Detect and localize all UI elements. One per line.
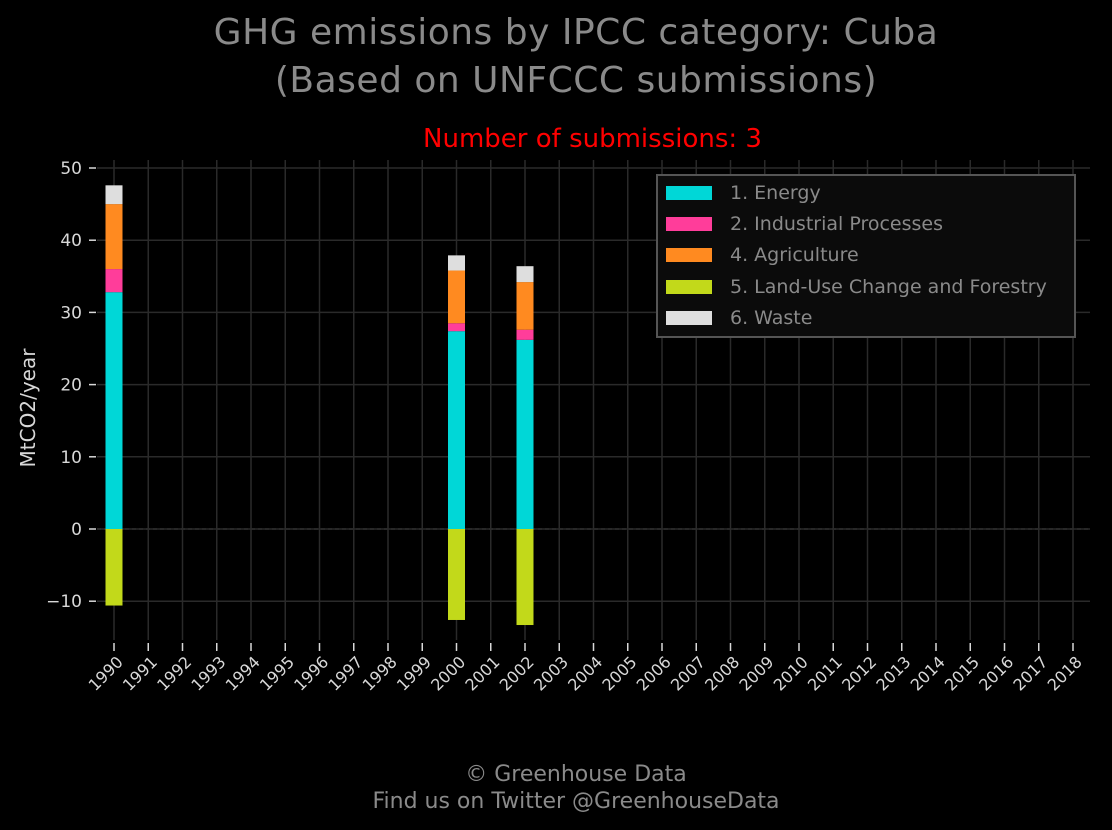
legend-swatch-industrial-processes [666, 217, 712, 231]
y-tick-label: 40 [60, 231, 82, 251]
x-tick-label: 1994 [222, 652, 264, 694]
x-tick-label: 1996 [290, 652, 332, 694]
legend-item-agriculture: 4. Agriculture [666, 242, 859, 268]
bar-segment [105, 269, 123, 293]
legend-swatch-agriculture [666, 248, 712, 262]
bar-segment [516, 529, 534, 626]
x-tick-label: 2005 [598, 652, 640, 694]
legend-label-industrial-processes: 2. Industrial Processes [730, 213, 943, 235]
chart-subtitle: Number of submissions: 3 [423, 124, 762, 154]
x-tick-label: 1990 [85, 652, 127, 694]
x-tick-label: 2011 [804, 652, 846, 694]
chart-title-line-2: (Based on UNFCCC submissions) [274, 60, 878, 101]
x-tick-label: 2001 [461, 652, 503, 694]
y-tick-label: −10 [46, 592, 82, 612]
x-tick-label: 2012 [838, 652, 880, 694]
x-tick-label: 2004 [564, 652, 606, 694]
bar-segment [516, 266, 534, 283]
x-tick-label: 2000 [427, 652, 469, 694]
x-tick-label: 1992 [153, 652, 195, 694]
legend-item-waste: 6. Waste [666, 305, 812, 331]
x-tick-label: 2014 [907, 652, 949, 694]
legend-label-energy: 1. Energy [730, 182, 821, 204]
legend-swatch-waste [666, 311, 712, 325]
bar-segment [516, 339, 534, 529]
x-tick-label: 2013 [872, 652, 914, 694]
legend-swatch-land-use-change [666, 280, 712, 294]
footer-copyright: © Greenhouse Data [465, 762, 687, 787]
x-tick-label: 2017 [1009, 652, 1051, 694]
y-axis-label: MtCO2/year [16, 348, 40, 468]
bar-segment [105, 529, 123, 606]
legend-item-land-use-change: 5. Land-Use Change and Forestry [666, 274, 1047, 300]
x-tick-label: 1999 [393, 652, 435, 694]
x-tick-label: 2015 [941, 652, 983, 694]
y-tick-label: 20 [60, 376, 82, 396]
bar-segment [448, 331, 465, 529]
footer-twitter: Find us on Twitter @GreenhouseData [372, 789, 780, 814]
bar-segment [448, 270, 465, 324]
x-tick-label: 2008 [701, 652, 743, 694]
x-tick-label: 1998 [359, 652, 401, 694]
legend-label-waste: 6. Waste [730, 307, 813, 329]
bar-segment [105, 204, 123, 270]
x-tick-label: 2010 [770, 652, 812, 694]
y-tick-label: 30 [60, 303, 82, 323]
x-tick-label: 2018 [1044, 652, 1086, 694]
bar-segment [516, 282, 534, 330]
bar-segment [448, 529, 465, 620]
y-tick-label: 10 [60, 448, 82, 468]
bar-segment [105, 185, 123, 205]
legend-item-energy: 1. Energy [666, 180, 821, 206]
x-tick-label: 1995 [256, 652, 298, 694]
x-tick-label: 2016 [975, 652, 1017, 694]
legend-label-land-use-change: 5. Land-Use Change and Forestry [730, 276, 1047, 298]
x-tick-label: 2006 [633, 652, 675, 694]
legend-swatch-energy [666, 186, 712, 200]
x-tick-label: 1993 [187, 652, 229, 694]
x-tick-label: 2009 [735, 652, 777, 694]
bar-segment [105, 292, 123, 529]
x-tick-label: 2007 [667, 652, 709, 694]
y-tick-label: 0 [71, 520, 82, 540]
x-tick-label: 2003 [530, 652, 572, 694]
bar-segment [448, 323, 465, 332]
x-tick-label: 2002 [496, 652, 538, 694]
legend-item-industrial-processes: 2. Industrial Processes [666, 211, 943, 237]
y-tick-label: 50 [60, 159, 82, 179]
legend: 1. Energy 2. Industrial Processes 4. Agr… [656, 174, 1076, 338]
bar-segment [516, 329, 534, 340]
bar-segment [448, 255, 465, 271]
chart-title-line-1: GHG emissions by IPCC category: Cuba [213, 12, 939, 53]
x-tick-label: 1997 [324, 652, 366, 694]
x-tick-label: 1991 [119, 652, 161, 694]
legend-label-agriculture: 4. Agriculture [730, 244, 859, 266]
